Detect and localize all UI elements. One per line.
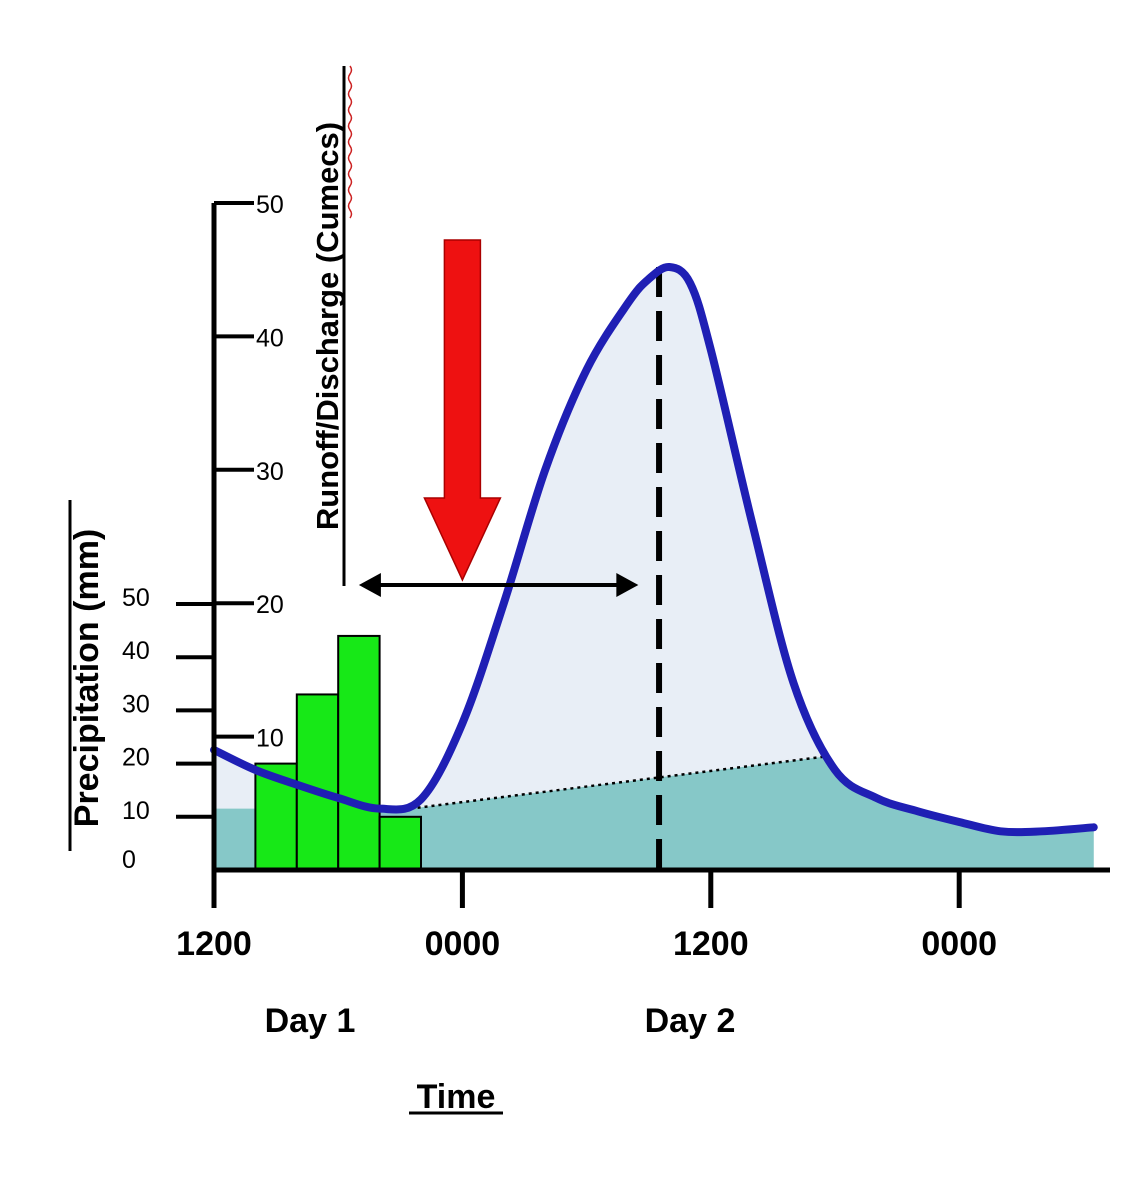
discharge-tick-label-10: 10 [256,725,284,753]
discharge-curve [210,263,1098,837]
day-label-2: Day 2 [645,1002,736,1040]
spellcheck-squiggle [347,65,353,219]
precip-tick-label-20: 20 [122,744,150,772]
precip-tick-label-40: 40 [122,637,150,665]
precip-tick-label-30: 30 [122,690,150,718]
precip-bar-3 [337,634,381,871]
x-tick-label-1: 0000 [425,925,501,963]
rainfall-peak-arrow [423,239,502,582]
discharge-tick-label-20: 20 [256,591,284,619]
discharge-tick-label-40: 40 [256,324,284,352]
discharge-tick-label-50: 50 [256,191,284,219]
precip-tick-label-0: 0 [122,846,136,874]
discharge-axis-label: Runoff/Discharge (Cumecs) [310,122,345,530]
precip-bar-4 [378,815,423,871]
x-tick-label-0: 1200 [176,925,252,963]
lag-time-arrowhead-left [358,573,381,597]
time-axis-label: Time [417,1078,496,1116]
precip-tick-label-10: 10 [122,797,150,825]
precip-bar-2 [295,693,340,871]
lag-time-arrowhead-right [616,573,639,597]
stormflow-area [214,266,1094,871]
precipitation-axis-label: Precipitation (mm) [68,529,106,827]
precip-tick-label-50: 50 [122,584,150,612]
x-tick-label-2: 1200 [673,925,749,963]
day-label-1: Day 1 [265,1002,356,1040]
x-tick-label-3: 0000 [921,925,997,963]
discharge-tick-label-30: 30 [256,458,284,486]
